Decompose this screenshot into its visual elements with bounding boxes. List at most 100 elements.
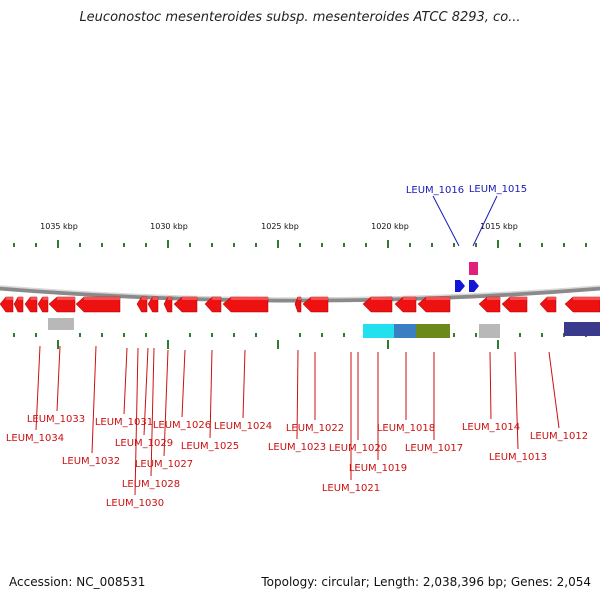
gene-arrow[interactable] bbox=[75, 296, 121, 313]
gene-arrow-shine bbox=[573, 297, 600, 300]
gene-label[interactable]: LEUM_1013 bbox=[489, 452, 547, 463]
gene-label[interactable]: LEUM_1032 bbox=[62, 456, 120, 467]
label-leader bbox=[548, 351, 560, 429]
scale-tick bbox=[321, 243, 323, 247]
gene-arrow[interactable] bbox=[173, 296, 198, 313]
gene-arrow-shine bbox=[426, 297, 450, 300]
gene-arrow[interactable] bbox=[394, 296, 417, 313]
gene-arrow[interactable] bbox=[147, 296, 159, 313]
scale-tick bbox=[409, 243, 411, 247]
label-leader bbox=[56, 345, 61, 412]
gene-arrow[interactable] bbox=[539, 296, 557, 313]
scale-tick bbox=[13, 333, 15, 337]
gene-arrow[interactable] bbox=[163, 296, 173, 313]
label-leader bbox=[242, 349, 246, 419]
gene-label[interactable]: LEUM_1030 bbox=[106, 498, 164, 509]
scale-tick bbox=[211, 333, 213, 337]
gene-label[interactable]: LEUM_1026 bbox=[153, 420, 211, 431]
scale-tick bbox=[277, 340, 279, 349]
gene-arrow-shine bbox=[212, 297, 221, 300]
scale-tick bbox=[145, 243, 147, 247]
gene-label[interactable]: LEUM_1023 bbox=[268, 442, 326, 453]
gene-label[interactable]: LEUM_1029 bbox=[115, 438, 173, 449]
gene-arrow[interactable] bbox=[13, 296, 24, 313]
gene-label[interactable]: LEUM_1024 bbox=[214, 421, 272, 432]
gene-label[interactable]: LEUM_1014 bbox=[462, 422, 520, 433]
map-title: Leuconostoc mesenteroides subsp. mesente… bbox=[79, 10, 521, 25]
scale-tick bbox=[123, 333, 125, 337]
gene-arrow[interactable] bbox=[478, 296, 501, 313]
gene-arrow-forward[interactable] bbox=[469, 280, 479, 292]
gene-label[interactable]: LEUM_1017 bbox=[405, 443, 463, 454]
gene-arrow[interactable] bbox=[417, 296, 451, 313]
scale-tick bbox=[35, 333, 37, 337]
feature-block-blue[interactable] bbox=[394, 324, 416, 338]
gene-arrow[interactable] bbox=[362, 296, 393, 313]
gene-arrow[interactable] bbox=[294, 296, 302, 313]
scale-tick bbox=[57, 340, 59, 349]
gene-label[interactable]: LEUM_1022 bbox=[286, 423, 344, 434]
feature-track bbox=[48, 262, 600, 338]
tick-row-upper bbox=[13, 240, 587, 248]
gene-arrow-shine bbox=[167, 297, 172, 300]
scale-tick bbox=[255, 243, 257, 247]
scale-label: 1015 kbp bbox=[480, 222, 518, 231]
gene-label[interactable]: LEUM_1028 bbox=[122, 479, 180, 490]
scale-tick bbox=[211, 243, 213, 247]
label-leader bbox=[134, 347, 139, 496]
gene-label[interactable]: LEUM_1034 bbox=[6, 433, 64, 444]
gene-label[interactable]: LEUM_1018 bbox=[377, 423, 435, 434]
scale-labels: 1035 kbp 1030 kbp 1025 kbp 1020 kbp 1015 kbp bbox=[40, 222, 518, 231]
scale-tick bbox=[387, 340, 389, 349]
gene-arrow-forward[interactable] bbox=[455, 280, 465, 292]
gene-arrow[interactable] bbox=[222, 296, 269, 313]
gene-arrow-shine bbox=[152, 297, 158, 300]
gene-arrow[interactable] bbox=[204, 296, 222, 313]
scale-tick bbox=[13, 243, 15, 247]
gene-arrow[interactable] bbox=[564, 296, 600, 313]
gene-label[interactable]: LEUM_1020 bbox=[329, 443, 387, 454]
label-leader bbox=[163, 349, 169, 457]
label-leader bbox=[296, 349, 299, 440]
label-leaders bbox=[35, 195, 560, 496]
gene-label[interactable]: LEUM_1012 bbox=[530, 431, 588, 442]
tick-row-lower bbox=[13, 333, 587, 349]
gene-arrow[interactable] bbox=[302, 296, 329, 313]
scale-tick bbox=[519, 243, 521, 247]
gene-arrow-shine bbox=[371, 297, 392, 300]
gene-label[interactable]: LEUM_1031 bbox=[95, 417, 153, 428]
label-leader bbox=[432, 195, 460, 247]
gene-label[interactable]: LEUM_1033 bbox=[27, 414, 85, 425]
gene-label[interactable]: LEUM_1027 bbox=[135, 459, 193, 470]
feature-block-navy[interactable] bbox=[564, 322, 600, 336]
gene-arrow-shine bbox=[57, 297, 75, 300]
gene-arrow-shine bbox=[487, 297, 500, 300]
gene-arrow[interactable] bbox=[0, 296, 14, 313]
scale-tick bbox=[57, 240, 59, 248]
scale-tick bbox=[299, 333, 301, 337]
genome-summary-text: Topology: circular; Length: 2,038,396 bp… bbox=[261, 575, 591, 589]
gene-label[interactable]: LEUM_1015 bbox=[469, 184, 527, 195]
scale-tick bbox=[35, 243, 37, 247]
scale-tick bbox=[299, 243, 301, 247]
feature-block-olive[interactable] bbox=[416, 324, 450, 338]
gene-label[interactable]: LEUM_1019 bbox=[349, 463, 407, 474]
gene-label[interactable]: LEUM_1025 bbox=[181, 441, 239, 452]
feature-block-cyan[interactable] bbox=[363, 324, 394, 338]
feature-block-grey[interactable] bbox=[479, 324, 500, 338]
gene-track bbox=[0, 296, 600, 313]
feature-block-pink[interactable] bbox=[469, 262, 478, 275]
scale-tick bbox=[167, 240, 169, 248]
gene-label[interactable]: LEUM_1021 bbox=[322, 483, 380, 494]
gene-arrow[interactable] bbox=[136, 296, 148, 313]
gene-arrow[interactable] bbox=[24, 296, 38, 313]
feature-block-grey[interactable] bbox=[48, 318, 74, 330]
scale-tick bbox=[343, 333, 345, 337]
label-leader bbox=[209, 349, 213, 439]
scale-tick bbox=[255, 333, 257, 337]
gene-label[interactable]: LEUM_1016 bbox=[406, 185, 464, 196]
gene-arrow[interactable] bbox=[37, 296, 49, 313]
gene-arrow[interactable] bbox=[501, 296, 528, 313]
gene-arrow[interactable] bbox=[48, 296, 76, 313]
